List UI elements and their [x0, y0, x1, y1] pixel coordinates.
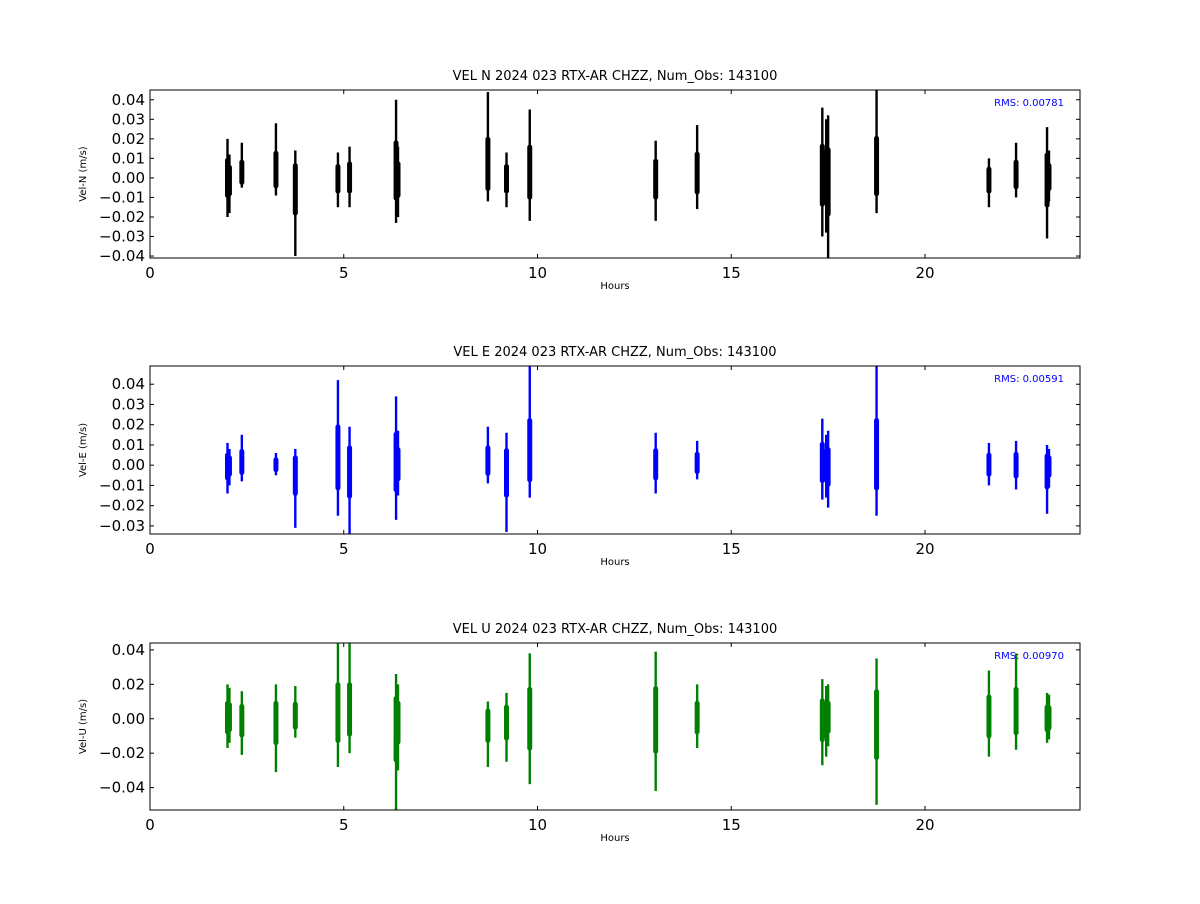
vel-n-xtick-label: 20 [915, 264, 934, 282]
vel-n-xtick-label: 10 [528, 264, 547, 282]
vel-u-xtick-label: 15 [722, 816, 741, 834]
vel-n-panel: 0 5 10 15 20 −0.04−0.03 −0.02 −0.010.00 0.010.02… [78, 69, 1081, 292]
vel-n-xlabel: Hours [600, 281, 629, 292]
vel-e-panel: 0 5 10 15 20 −0.03 −0.02 −0.01 0.00 0.01 0.02 0.03 0… [78, 345, 1081, 568]
vel-n-xtick-label: 0 [145, 264, 155, 282]
vel-n-ytick-label: 0.00 [112, 169, 145, 187]
vel-e-axes-frame [149, 365, 1081, 535]
vel-n-title: VEL N 2024 023 RTX-AR CHZZ, Num_Obs: 143… [453, 69, 778, 84]
vel-n-ylabel: Vel-N (m/s) [78, 146, 89, 201]
vel-e-ytick-label: 0.02 [112, 416, 145, 434]
vel-e-xtick-label: 10 [528, 540, 547, 558]
vel-u-panel: 0 5 10 15 20 −0.04 −0.02 0.00 0.02 0.04 VEL U 2024… [78, 622, 1081, 844]
vel-n-ytick-label: 0.02 [112, 130, 145, 148]
vel-e-xtick-label: 0 [145, 540, 155, 558]
vel-n-xtick-label: 15 [722, 264, 741, 282]
vel-u-rms-annotation: RMS: 0.00970 [994, 651, 1064, 662]
vel-u-xtick-label: 5 [339, 816, 349, 834]
vel-e-ytick-label: 0.00 [112, 456, 145, 474]
vel-u-xtick-label: 20 [915, 816, 934, 834]
vel-e-title: VEL E 2024 023 RTX-AR CHZZ, Num_Obs: 143… [453, 345, 776, 360]
vel-n-ytick-label: −0.02 [99, 208, 145, 226]
vel-e-xtick-label: 15 [722, 540, 741, 558]
vel-n-ytick-label: −0.04 [99, 247, 145, 265]
vel-n-rms-annotation: RMS: 0.00781 [994, 98, 1064, 109]
vel-u-title: VEL U 2024 023 RTX-AR CHZZ, Num_Obs: 143… [453, 622, 778, 637]
vel-n-axes-frame [149, 89, 1081, 259]
vel-e-ytick-label: −0.03 [99, 517, 145, 535]
vel-e-xtick-label: 5 [339, 540, 349, 558]
vel-u-series [225, 643, 1052, 810]
vel-u-ytick-label: 0.02 [112, 675, 145, 693]
vel-u-axes-frame [149, 642, 1081, 811]
vel-n-series [225, 90, 1052, 258]
vel-u-ytick-label: −0.02 [99, 744, 145, 762]
vel-u-xtick-label: 10 [528, 816, 547, 834]
vel-u-xlabel: Hours [600, 833, 629, 844]
vel-e-ylabel: Vel-E (m/s) [78, 423, 89, 477]
vel-e-rms-annotation: RMS: 0.00591 [994, 374, 1064, 385]
vel-e-ytick-label: −0.01 [99, 476, 145, 494]
vel-u-ytick-label: 0.00 [112, 710, 145, 728]
vel-n-ytick-label: 0.04 [112, 91, 145, 109]
vel-u-ylabel: Vel-U (m/s) [78, 699, 89, 754]
vel-n-ytick-label: −0.01 [99, 188, 145, 206]
vel-n-ytick-label: 0.01 [112, 149, 145, 167]
vel-u-ytick-label: −0.04 [99, 779, 145, 797]
vel-n-ytick-label: 0.03 [112, 110, 145, 128]
vel-e-xlabel: Hours [600, 557, 629, 568]
vel-e-ytick-label: 0.03 [112, 395, 145, 413]
vel-u-xtick-label: 0 [145, 816, 155, 834]
vel-e-ytick-label: 0.04 [112, 375, 145, 393]
vel-n-ytick-label: −0.03 [99, 228, 145, 246]
vel-e-xtick-label: 20 [915, 540, 934, 558]
vel-e-ytick-label: −0.02 [99, 497, 145, 515]
vel-n-xtick-label: 5 [339, 264, 349, 282]
vel-e-ytick-label: 0.01 [112, 436, 145, 454]
vel-e-series [225, 366, 1052, 534]
vel-u-ytick-label: 0.04 [112, 641, 145, 659]
